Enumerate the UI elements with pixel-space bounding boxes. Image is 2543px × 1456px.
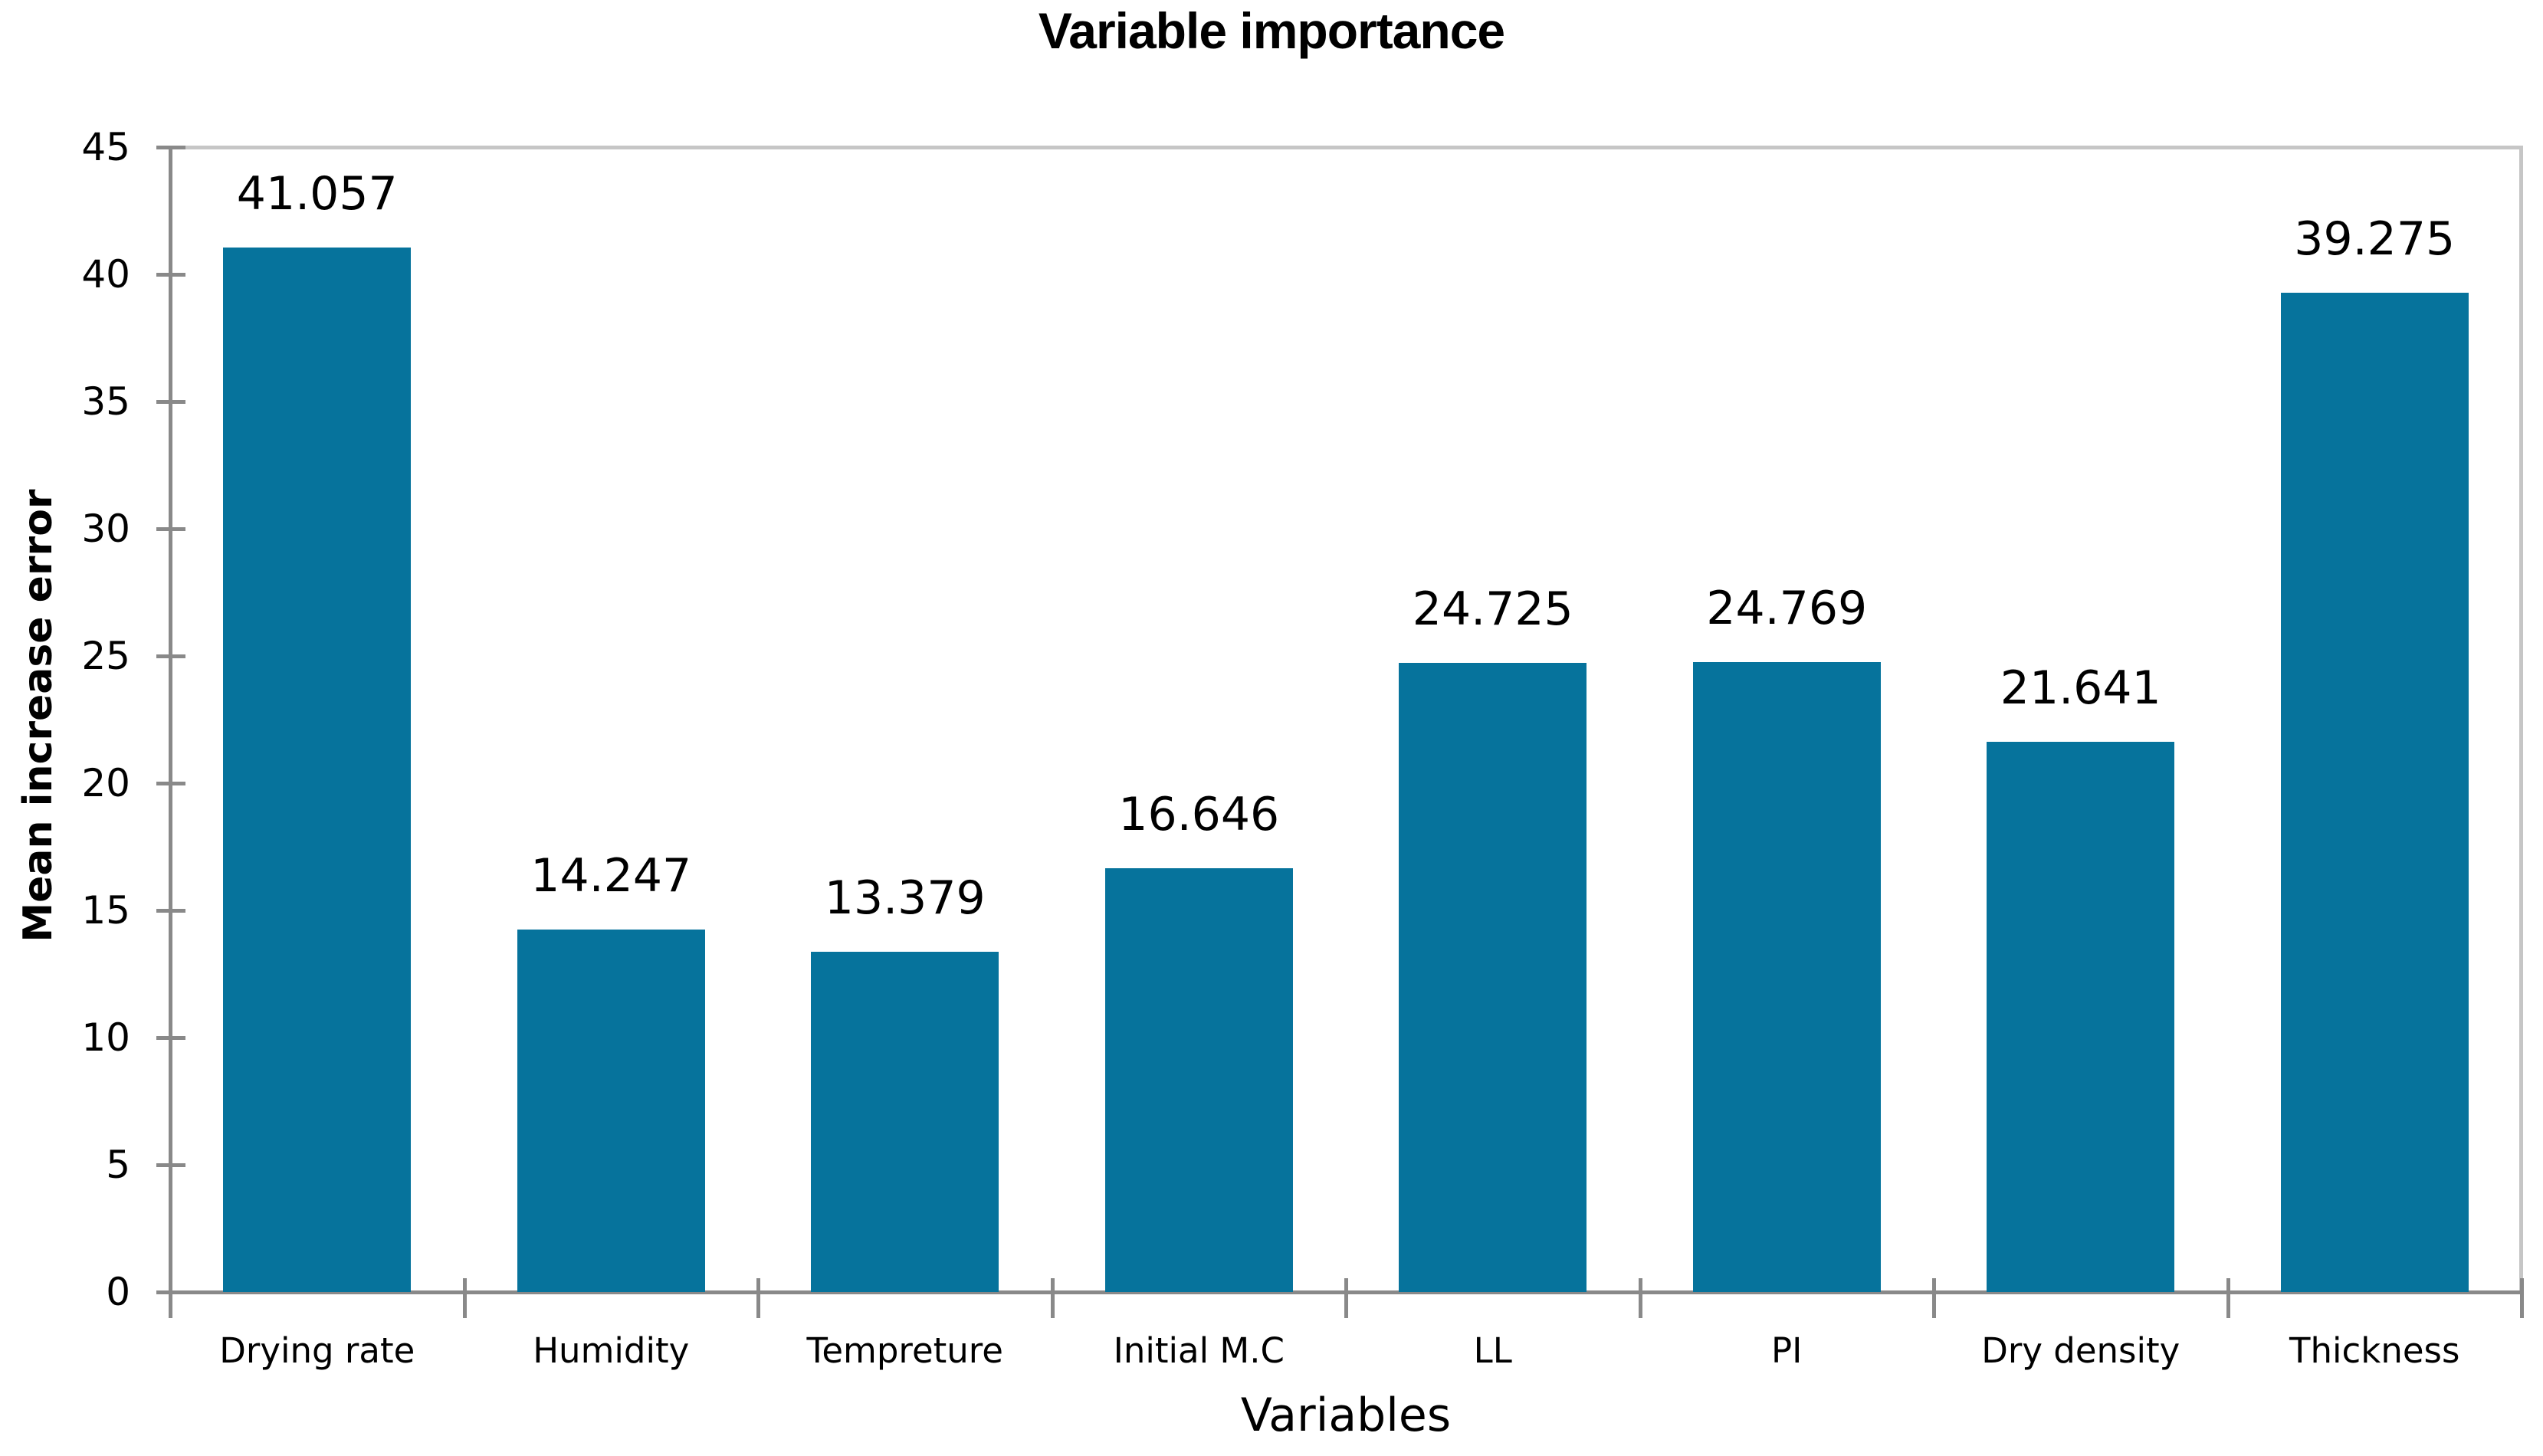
plot-area: 41.057 14.247 13.379 16.646 24.725 24.769 21.6… [170,147,2522,1292]
y-tick [156,909,185,913]
y-tick [156,1036,185,1040]
x-tick [1932,1278,1936,1318]
bar [517,930,705,1292]
y-axis-line [169,147,172,1318]
chart-title: Variable importance [1038,2,1505,59]
y-tick [156,400,185,404]
category-label: Tempreture [806,1330,1004,1371]
x-tick [1050,1278,1055,1318]
y-tick-label: 20 [81,761,130,805]
value-label: 39.275 [2294,212,2456,267]
y-tick [156,1163,185,1167]
category-label: Initial M.C [1113,1330,1285,1371]
bar [2280,293,2469,1292]
x-tick [756,1278,760,1318]
y-tick-label: 45 [81,125,130,169]
category-label: LL [1473,1330,1512,1371]
top-gridline [170,146,2522,149]
y-tick [156,273,185,277]
y-axis-title: Mean increase error [15,489,61,943]
y-tick-label: 0 [106,1270,130,1314]
value-label: 13.379 [824,871,986,925]
category-label: Dry density [1981,1330,2180,1371]
x-tick [1638,1278,1642,1318]
bar [1692,661,1881,1292]
y-tick-label: 40 [81,252,130,297]
bar [1987,741,2175,1292]
y-tick-label: 25 [81,634,130,678]
x-tick [1344,1278,1348,1318]
x-axis-labels: Drying rate Humidity Tempreture Initial M.C… [170,1330,2522,1379]
y-tick [156,654,185,658]
y-tick [156,146,185,149]
x-axis-title: Variables [1240,1389,1452,1442]
value-label: 21.641 [2000,661,2161,715]
x-tick [2226,1278,2230,1318]
y-tick-label: 5 [106,1143,130,1187]
x-tick [2520,1278,2524,1318]
x-tick [462,1278,467,1318]
category-label: Humidity [533,1330,690,1371]
bar [811,951,999,1292]
y-tick-label: 30 [81,507,130,551]
value-label: 24.769 [1706,581,1868,635]
category-label: PI [1771,1330,1803,1371]
value-label: 41.057 [236,166,398,221]
category-label: Drying rate [219,1330,415,1371]
x-tick [169,1278,172,1318]
y-tick [156,782,185,785]
y-tick [156,527,185,531]
y-tick-label: 15 [81,888,130,933]
bar [1399,663,1587,1292]
value-label: 24.725 [1412,582,1573,637]
bar [223,247,412,1292]
category-label: Thickness [2289,1330,2460,1371]
y-tick-label: 35 [81,379,130,424]
value-label: 14.247 [530,849,692,903]
y-tick-label: 10 [81,1015,130,1060]
bar [1104,868,1293,1292]
plot-right-border [2519,146,2523,1294]
value-label: 16.646 [1118,788,1280,842]
